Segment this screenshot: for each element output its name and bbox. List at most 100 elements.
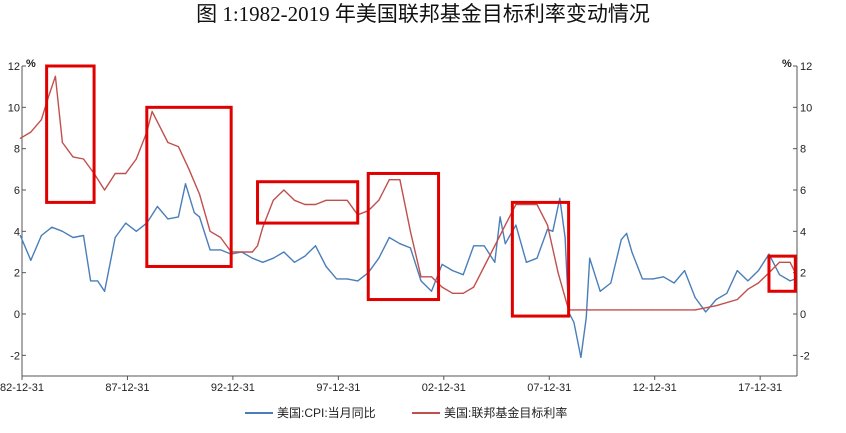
series-1-point — [336, 278, 338, 280]
series-2-point — [409, 230, 411, 232]
series-2-point — [72, 156, 74, 158]
legend-label-1: 美国:CPI:当月同比 — [277, 406, 376, 420]
left-y-tick-label: 8 — [14, 144, 20, 156]
series-2-point — [673, 309, 675, 311]
x-tick-label: 02-12-31 — [422, 382, 466, 394]
series-1-point — [599, 290, 601, 292]
highlight-box-2 — [145, 105, 233, 268]
series-1-point — [620, 239, 622, 241]
series-2-point — [156, 121, 158, 123]
series-1-point — [778, 274, 781, 276]
left-y-tick-label: 12 — [8, 61, 20, 73]
x-tick-label: 07-12-31 — [527, 382, 571, 394]
right-y-tick-label: 2 — [800, 268, 806, 280]
series-2-point — [272, 199, 274, 201]
series-2-point — [220, 236, 222, 239]
right-y-tick-label: -2 — [800, 350, 810, 362]
highlight-box-3 — [256, 180, 360, 225]
series-2-point — [430, 276, 433, 278]
highlight-box-4 — [366, 171, 441, 302]
series-1-point — [272, 257, 274, 259]
series-2-point — [241, 251, 243, 253]
series-2-point — [694, 309, 696, 311]
right-y-tick-label: 10 — [800, 102, 812, 114]
x-tick-label: 82-12-31 — [0, 382, 44, 394]
series-1-point — [125, 222, 127, 224]
series-1-point — [104, 290, 106, 292]
series-1-point — [420, 280, 422, 282]
series-1-point — [193, 212, 195, 214]
right-y-unit-label: % — [782, 58, 792, 70]
x-tick-label: 87-12-31 — [105, 382, 149, 394]
series-lines — [19, 75, 796, 359]
series-2-point — [378, 199, 380, 201]
series-2-point — [325, 199, 327, 201]
series-1-point — [283, 251, 285, 253]
right-y-tick-label: 4 — [800, 226, 806, 238]
series-1-point — [610, 282, 612, 284]
series-2-point — [483, 265, 485, 268]
series-2-point — [125, 172, 127, 175]
series-1-point — [40, 234, 43, 237]
series-1-point — [72, 236, 74, 239]
series-1-point — [452, 270, 454, 272]
left-y-tick-label: 4 — [14, 226, 20, 238]
series-1-point — [97, 280, 99, 282]
series-1-point — [573, 321, 575, 323]
series-2-point — [54, 75, 57, 77]
series-1-point — [499, 216, 501, 218]
series-2-point — [610, 309, 612, 311]
series-2-point — [167, 141, 169, 144]
series-2-point — [589, 309, 591, 311]
series-2-point — [40, 119, 43, 121]
series-1-point — [177, 216, 179, 218]
left-y-tick-label: 10 — [8, 102, 20, 114]
series-1-point — [135, 230, 137, 232]
series-1-point — [747, 280, 749, 282]
series-2-point — [557, 272, 559, 274]
left-y-unit-label: % — [26, 58, 36, 70]
series-1-point — [378, 257, 380, 259]
series-1-point — [409, 247, 411, 249]
series-1-point — [705, 311, 707, 313]
left-y-tick-label: 0 — [14, 309, 20, 321]
series-1-point — [251, 257, 253, 259]
series-2-point — [304, 203, 306, 206]
series-2-point — [789, 261, 791, 263]
series-2-point — [715, 305, 717, 307]
series-line-2 — [19, 75, 796, 311]
series-2-point — [198, 193, 201, 195]
series-1-point — [293, 261, 295, 263]
series-1-point — [220, 249, 222, 251]
series-2-point — [778, 261, 781, 263]
right-y-tick-label: 12 — [800, 61, 812, 73]
x-tick-label: 97-12-31 — [316, 382, 360, 394]
series-2-point — [536, 203, 538, 206]
series-2-point — [151, 110, 153, 113]
series-1-point — [589, 257, 591, 259]
series-1-point — [585, 317, 587, 319]
series-line-1 — [19, 183, 796, 359]
right-y-tick-label: 6 — [800, 185, 806, 197]
series-1-point — [462, 274, 464, 276]
series-2-point — [209, 230, 211, 232]
series-1-point — [473, 245, 475, 247]
legend: 美国:CPI:当月同比 美国:联邦基金目标利率 — [245, 405, 567, 420]
series-2-point — [114, 172, 116, 175]
x-tick-label: 17-12-31 — [738, 382, 782, 394]
series-1-point — [626, 232, 628, 234]
series-2-point — [757, 282, 760, 284]
series-1-point — [167, 218, 169, 220]
series-1-point — [515, 224, 517, 226]
left-y-tick-label: -2 — [10, 350, 20, 362]
series-1-point — [441, 263, 443, 265]
series-2-point — [251, 251, 253, 253]
series-2-point — [747, 288, 749, 290]
highlight-box-1 — [45, 64, 96, 204]
series-1-point — [726, 292, 728, 294]
series-2-point — [631, 309, 633, 311]
series-2-point — [504, 224, 506, 226]
right-y-tick-label: 0 — [800, 309, 806, 321]
series-1-point — [483, 245, 485, 247]
